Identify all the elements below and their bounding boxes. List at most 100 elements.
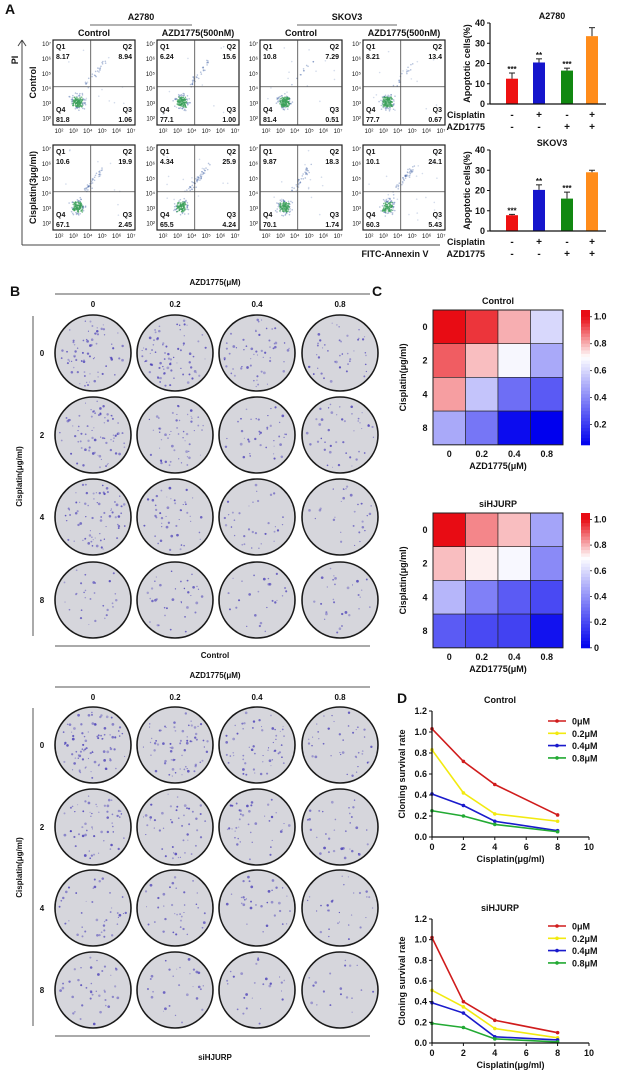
- colony: [249, 364, 252, 367]
- colony: [169, 805, 173, 808]
- colony-dish: [301, 396, 379, 474]
- colony: [183, 814, 185, 817]
- colony: [310, 1001, 314, 1005]
- colony: [251, 726, 254, 729]
- colony: [90, 991, 93, 994]
- significance-marker: ***: [562, 60, 572, 69]
- flow-event-dot: [286, 203, 288, 205]
- colony: [269, 493, 273, 497]
- colony-dish: [301, 706, 379, 784]
- flow-event-dot: [384, 106, 387, 109]
- colony: [179, 509, 182, 512]
- colony: [184, 501, 187, 504]
- colony: [287, 824, 291, 827]
- colony: [115, 767, 117, 770]
- flow-event-dot: [288, 104, 290, 106]
- flow-event-dot: [196, 76, 198, 79]
- colony: [196, 585, 198, 588]
- colony: [256, 354, 259, 356]
- quadrant-value-q2: 19.9: [118, 159, 132, 166]
- y-tick-label: 10²: [249, 222, 258, 228]
- flow-event-dot: [76, 92, 78, 95]
- colony: [281, 728, 284, 731]
- colony: [331, 714, 333, 717]
- colony: [268, 582, 272, 586]
- colony: [317, 356, 321, 359]
- colony: [76, 347, 79, 349]
- colony: [76, 370, 79, 374]
- colony: [180, 602, 183, 604]
- colony: [258, 430, 261, 433]
- flow-event-dot: [404, 174, 407, 177]
- colony: [225, 365, 228, 368]
- colony: [120, 512, 123, 515]
- colony: [285, 433, 288, 436]
- colony: [199, 813, 202, 816]
- colony: [268, 984, 272, 988]
- y-tick-label: 10⁴: [42, 191, 52, 198]
- flow-event-dot: [91, 177, 94, 180]
- colony: [73, 355, 76, 358]
- colony: [260, 349, 263, 353]
- colony: [248, 746, 251, 749]
- colony: [271, 759, 274, 761]
- flow-event-dot: [382, 105, 385, 108]
- flow-event-dot: [395, 186, 397, 189]
- colony: [183, 804, 187, 807]
- flow-event-dot: [74, 92, 77, 94]
- colony: [364, 352, 367, 354]
- flow-event-dot: [75, 211, 77, 214]
- flow-event-dot: [432, 59, 435, 61]
- colony: [85, 900, 87, 902]
- colony: [199, 454, 201, 456]
- row-header: Cisplatin(3μg/ml): [28, 151, 38, 224]
- colony: [326, 586, 328, 588]
- colony: [354, 544, 356, 546]
- flow-event-dot: [385, 175, 388, 178]
- colony: [203, 746, 205, 748]
- flow-event-dot: [282, 108, 285, 110]
- flow-event-dot: [405, 69, 408, 71]
- colony: [243, 437, 245, 439]
- colony: [259, 431, 262, 434]
- colony: [96, 502, 98, 504]
- colony: [117, 332, 119, 334]
- colony: [97, 973, 100, 976]
- flow-event-dot: [87, 189, 89, 191]
- colony: [153, 749, 156, 752]
- flow-event-dot: [391, 103, 393, 106]
- colony: [93, 853, 96, 856]
- flow-event-dot: [197, 176, 200, 178]
- colony: [248, 505, 250, 507]
- y-tick-label: 0.8: [414, 748, 427, 758]
- colony: [121, 344, 124, 348]
- colony: [154, 351, 157, 354]
- colony: [177, 856, 180, 859]
- flow-event-dot: [206, 64, 208, 66]
- colony: [181, 824, 184, 827]
- colony: [339, 987, 343, 990]
- y-tick-label: 10³: [42, 207, 51, 213]
- colony: [156, 624, 159, 627]
- colony: [116, 433, 119, 436]
- flow-event-dot: [81, 98, 84, 100]
- colorbar: [581, 513, 590, 649]
- colony: [87, 757, 90, 760]
- colony: [76, 933, 79, 937]
- colorbar-segment: [581, 590, 590, 595]
- flow-event-dot: [187, 101, 190, 104]
- colony: [194, 732, 198, 736]
- flow-event-dot: [407, 66, 409, 69]
- colony: [169, 746, 172, 749]
- flow-event-dot: [75, 212, 78, 215]
- colony: [116, 996, 120, 1000]
- colony: [68, 723, 72, 726]
- colony: [93, 878, 96, 881]
- flow-event-dot: [321, 184, 324, 187]
- flow-event-dot: [79, 200, 82, 203]
- flow-event-dot: [84, 205, 87, 208]
- quadrant-label: Q3: [433, 212, 442, 219]
- colony: [156, 337, 159, 341]
- colony: [111, 722, 115, 726]
- flow-event-dot: [276, 208, 279, 210]
